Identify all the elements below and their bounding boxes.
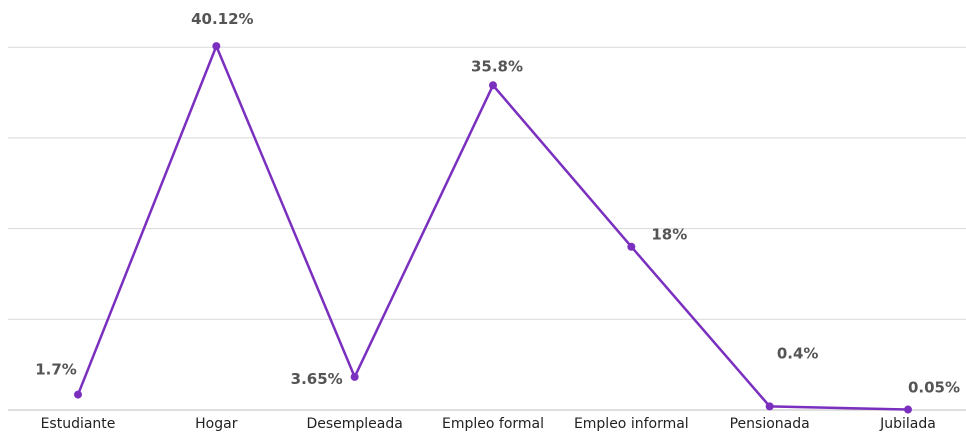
x-tick-label: Hogar [195,416,238,432]
data-point [627,242,636,251]
x-tick-label: Empleo informal [574,416,689,432]
data-label: 18% [651,226,687,244]
data-labels: 1.7% 40.12% 3.65% 35.8% 18% 0.4% 0.05% [35,10,960,396]
gridlines [8,46,966,320]
x-tick-label: Jubilada [879,416,936,432]
data-label: 0.05% [908,379,960,397]
data-label: 1.7% [35,361,77,379]
x-tick-label: Desempleada [306,416,402,432]
x-tick-label: Pensionada [730,416,810,432]
data-label: 3.65% [291,370,343,388]
data-points [74,42,912,414]
data-label: 35.8% [471,57,523,75]
x-tick-label: Empleo formal [442,416,544,432]
data-label: 40.12% [191,10,253,28]
data-point [489,81,497,90]
data-point [350,372,359,381]
data-point [212,42,221,51]
x-tick-label: Estudiante [41,416,116,432]
data-point [74,390,82,399]
data-point [904,405,912,414]
data-point [765,402,774,411]
data-label: 0.4% [777,344,819,362]
x-tick-labels: Estudiante Hogar Desempleada Empleo formal E… [41,416,936,432]
